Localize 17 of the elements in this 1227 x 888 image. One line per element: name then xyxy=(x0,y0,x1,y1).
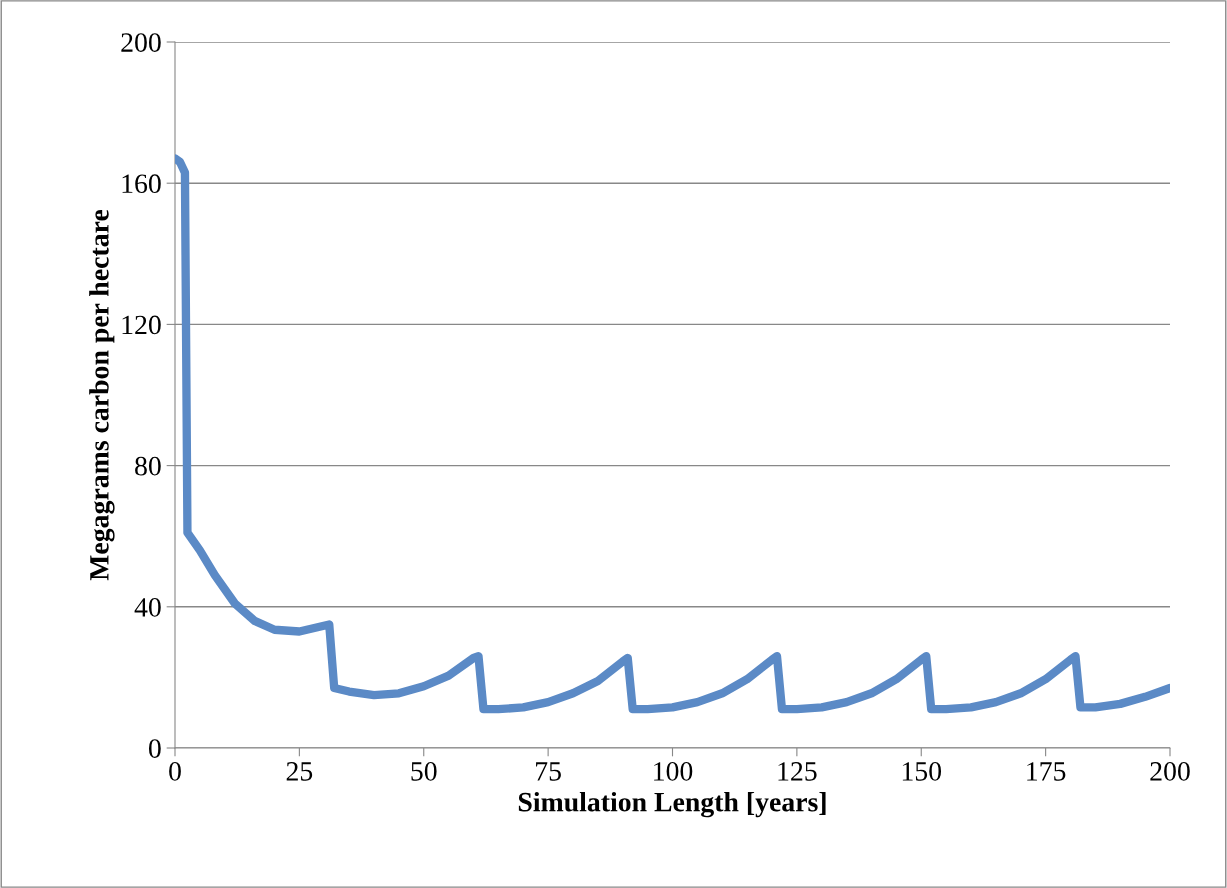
x-tick-label: 200 xyxy=(1150,762,1190,781)
y-axis-title: Megagrams carbon per hectare xyxy=(89,209,115,581)
x-tick-label: 0 xyxy=(169,762,181,781)
x-tick-label: 125 xyxy=(778,762,817,781)
y-tick-label: 120 xyxy=(122,315,161,335)
x-tick-label: 75 xyxy=(536,762,561,781)
x-tick-label: 150 xyxy=(902,762,942,781)
x-axis-title: Simulation Length [years] xyxy=(518,791,826,818)
y-tick-label: 160 xyxy=(122,174,161,194)
y-tick-label: 40 xyxy=(134,597,161,617)
x-tick-label: 100 xyxy=(654,762,693,781)
x-tick-label: 175 xyxy=(1027,762,1066,781)
x-tick-label: 50 xyxy=(411,762,437,781)
y-tick-label: 80 xyxy=(135,456,161,476)
y-tick-label: 0 xyxy=(148,739,161,758)
y-tick-label: 200 xyxy=(121,33,161,52)
x-tick-label: 25 xyxy=(286,762,313,781)
